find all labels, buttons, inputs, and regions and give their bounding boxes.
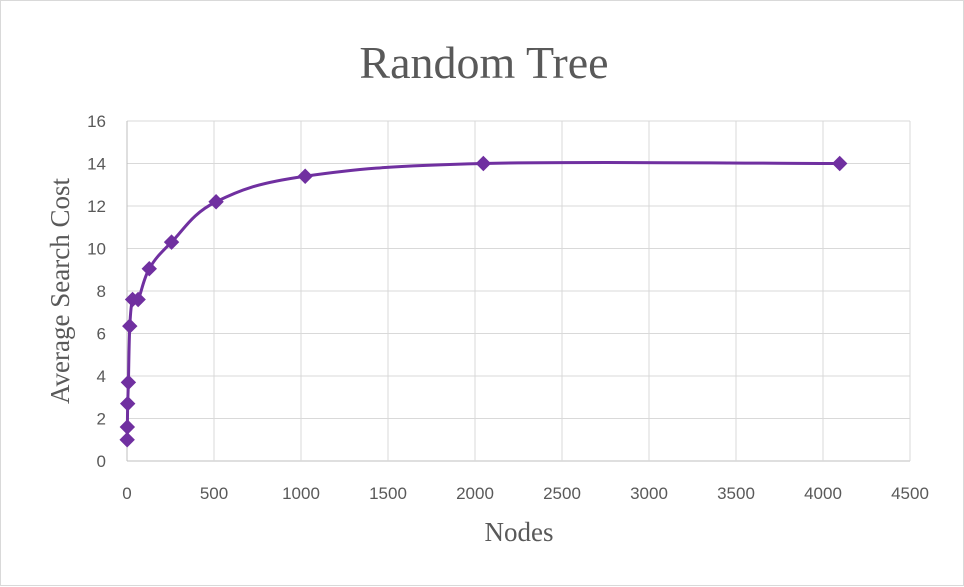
data-point [297, 168, 313, 184]
x-tick-label: 1000 [282, 484, 320, 503]
x-tick-label: 0 [122, 484, 131, 503]
data-point [141, 260, 157, 277]
data-point [120, 374, 137, 391]
data-point [122, 318, 138, 334]
y-tick-label: 10 [87, 240, 106, 259]
x-tick-label: 4000 [804, 484, 842, 503]
y-tick-label: 16 [87, 112, 106, 131]
data-point [119, 419, 136, 435]
y-tick-label: 8 [97, 282, 106, 301]
x-tick-label: 4500 [891, 484, 929, 503]
data-point [208, 194, 224, 210]
data-markers [119, 155, 848, 448]
x-tick-label: 3000 [630, 484, 668, 503]
data-point [119, 432, 135, 448]
chart-title: Random Tree [359, 37, 608, 88]
x-axis-title: Nodes [485, 517, 554, 547]
y-tick-label: 2 [97, 410, 106, 429]
gridlines [126, 120, 911, 462]
x-tick-label: 2500 [543, 484, 581, 503]
data-point [119, 395, 136, 412]
y-tick-label: 12 [87, 197, 106, 216]
x-tick-label: 1500 [369, 484, 407, 503]
tick-labels: 0 2 4 6 8 10 12 14 16 0 500 1000 1500 2000 2500 3000 350… [87, 112, 929, 503]
y-axis-title: Average Search Cost [45, 178, 75, 404]
x-tick-label: 2000 [456, 484, 494, 503]
data-point [475, 155, 492, 172]
y-tick-label: 6 [97, 325, 106, 344]
y-tick-label: 4 [97, 367, 106, 386]
y-tick-label: 14 [87, 155, 106, 174]
data-point [163, 234, 180, 250]
y-tick-label: 0 [97, 452, 106, 471]
data-point [831, 155, 848, 172]
series-line [125, 160, 842, 442]
data-point [130, 291, 146, 308]
x-tick-label: 3500 [717, 484, 755, 503]
x-tick-label: 500 [200, 484, 228, 503]
